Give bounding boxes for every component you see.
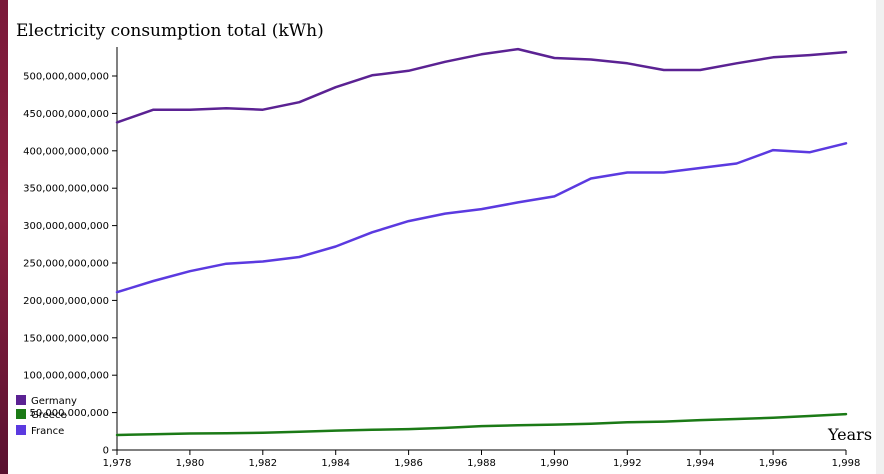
y-tick-label: 300,000,000,000 bbox=[23, 221, 109, 232]
x-tick-label: 1,996 bbox=[759, 458, 788, 469]
x-tick-label: 1,992 bbox=[613, 458, 642, 469]
x-tick-label: 1,978 bbox=[103, 458, 132, 469]
x-tick-label: 1,998 bbox=[832, 458, 861, 469]
legend-swatch-france bbox=[16, 425, 26, 435]
y-tick-label: 50,000,000,000 bbox=[29, 408, 109, 419]
legend-swatch-germany bbox=[16, 395, 26, 405]
legend-label-greece: Greece bbox=[31, 410, 67, 421]
x-tick-label: 1,984 bbox=[321, 458, 350, 469]
chart-panel bbox=[8, 0, 876, 474]
series-line-france bbox=[115, 142, 848, 294]
axes: 0 50,000,000,000 100,000,000,000 150,000,00… bbox=[23, 47, 860, 469]
legend: Germany Greece France bbox=[16, 395, 77, 437]
y-tick-label: 400,000,000,000 bbox=[23, 146, 109, 157]
x-tick-label: 1,994 bbox=[686, 458, 715, 469]
x-axis-label: Years bbox=[827, 425, 872, 444]
legend-label-france: France bbox=[31, 426, 64, 437]
chart-title: Electricity consumption total (kWh) bbox=[16, 21, 324, 41]
y-tick-label: 150,000,000,000 bbox=[23, 333, 109, 344]
y-tick-label: 200,000,000,000 bbox=[23, 296, 109, 307]
left-window-edge bbox=[0, 0, 8, 474]
series-line-greece bbox=[115, 412, 848, 437]
legend-swatch-greece bbox=[16, 409, 26, 419]
legend-label-germany: Germany bbox=[31, 396, 77, 407]
series-lines bbox=[115, 47, 848, 437]
x-tick-label: 1,986 bbox=[394, 458, 423, 469]
x-tick-label: 1,988 bbox=[467, 458, 496, 469]
x-tick-label: 1,980 bbox=[176, 458, 205, 469]
y-tick-label: 0 bbox=[103, 446, 109, 457]
y-tick-label: 100,000,000,000 bbox=[23, 371, 109, 382]
y-tick-label: 450,000,000,000 bbox=[23, 109, 109, 120]
x-tick-label: 1,990 bbox=[540, 458, 569, 469]
y-tick-label: 500,000,000,000 bbox=[23, 72, 109, 83]
y-tick-label: 250,000,000,000 bbox=[23, 259, 109, 270]
y-tick-label: 350,000,000,000 bbox=[23, 184, 109, 195]
right-window-edge bbox=[876, 0, 884, 474]
x-tick-label: 1,982 bbox=[248, 458, 277, 469]
series-line-germany bbox=[115, 47, 848, 124]
